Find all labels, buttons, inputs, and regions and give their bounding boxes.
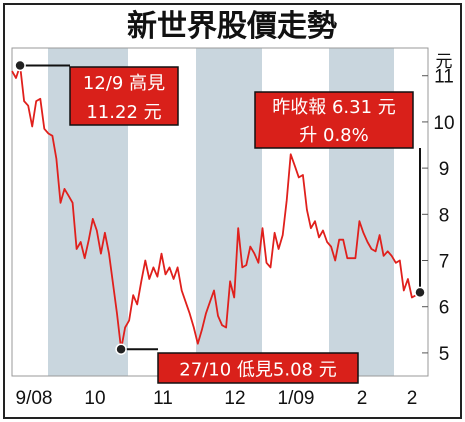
x-tick-label: 11: [153, 388, 173, 409]
y-axis: 5 6 7 8 9 10 11: [422, 67, 455, 365]
y-tick-label: 8: [439, 205, 450, 226]
high-annotation-text: 11.22 元: [86, 102, 161, 123]
high-annotation-box: [69, 66, 179, 126]
x-tick-label: 1/09: [278, 388, 315, 409]
chart-title: 新世界股價走勢: [127, 9, 337, 44]
close-annotation-text: 升 0.8%: [299, 125, 368, 146]
month-band: [196, 48, 262, 376]
marker-dot: [115, 343, 127, 355]
x-axis: 9/08 10 11 12 1/09 2 2: [16, 388, 418, 409]
y-tick-label: 7: [439, 252, 450, 273]
price-series-line: [11, 64, 421, 351]
high-annotation-text: 12/9 高見: [83, 73, 165, 94]
chart-frame: [3, 3, 462, 419]
y-tick-label: 10: [433, 113, 454, 134]
title-banner: [5, 5, 460, 45]
close-annotation-box: [254, 91, 414, 149]
y-tick-label: 9: [439, 159, 450, 180]
low-annotation-text: 27/10 低見5.08 元: [179, 360, 336, 381]
annotations: 12/9 高見 11.22 元 27/10 低見5.08 元 昨收報 6.31 元升 …: [14, 59, 426, 384]
y-tick-label: 5: [439, 344, 450, 365]
y-tick-label: 11: [434, 67, 454, 88]
close-annotation-text: 昨收報 6.31 元: [272, 97, 396, 118]
x-tick-label: 12: [224, 388, 245, 409]
marker-dot: [414, 286, 426, 299]
x-tick-label: 2: [407, 388, 418, 409]
y-tick-label: 6: [439, 298, 450, 319]
x-tick-label: 9/08: [16, 388, 53, 409]
x-tick-label: 2: [357, 388, 368, 409]
y-axis-unit: 元: [436, 52, 453, 71]
marker-dot: [14, 59, 26, 72]
low-annotation-box: [157, 352, 359, 384]
x-tick-label: 10: [84, 388, 105, 409]
